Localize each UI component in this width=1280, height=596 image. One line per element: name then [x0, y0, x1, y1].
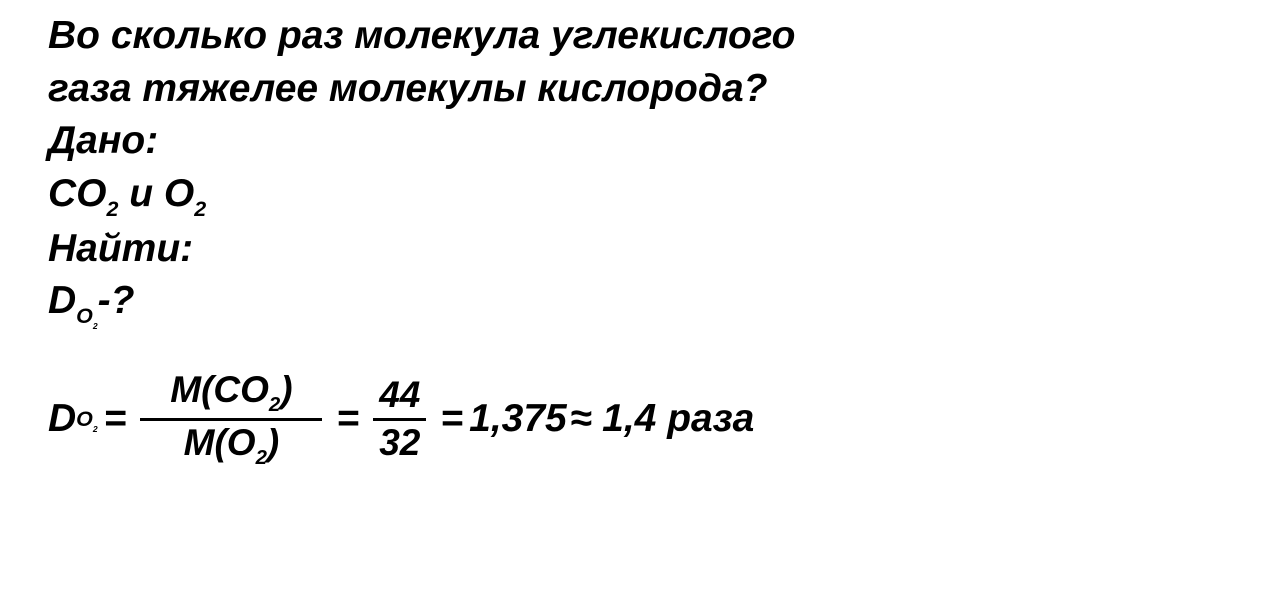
find-label: Найти:	[48, 223, 1232, 276]
given-co2-sub: 2	[107, 197, 119, 221]
formula-row: DO2 = M(CO2) M(O2) = 44 32 = 1,375 ≈ 1,4…	[48, 369, 1232, 470]
given-and: и O	[118, 172, 194, 215]
formula-fraction-symbolic: M(CO2) M(O2)	[140, 369, 322, 470]
fraction-denominator: M(O2)	[140, 422, 322, 470]
given-co2: CO	[48, 172, 107, 215]
find-D: D	[48, 279, 76, 322]
formula-fraction-numeric: 44 32	[373, 374, 426, 464]
question-line-1: Во сколько раз молекула углекислого	[48, 10, 1232, 63]
find-question: -?	[98, 279, 135, 322]
question-line-2: газа тяжелее молекулы кислорода?	[48, 63, 1232, 116]
approx-symbol: ≈	[571, 397, 592, 441]
given-values: CO2 и O2	[48, 168, 1232, 223]
problem-content: Во сколько раз молекула углекислого газа…	[0, 0, 1280, 480]
formula-rounded: 1,4 раза	[602, 397, 754, 441]
fraction-numerator: M(CO2)	[140, 369, 322, 417]
fraction-bar	[373, 418, 426, 421]
fraction-bar	[140, 418, 322, 421]
given-o2-sub: 2	[194, 197, 206, 221]
find-value: DO2-?	[48, 275, 1232, 331]
formula-lhs: DO2 =	[48, 397, 132, 441]
given-label: Дано:	[48, 115, 1232, 168]
find-O: O2	[76, 304, 97, 328]
formula-result: 1,375	[469, 397, 567, 441]
